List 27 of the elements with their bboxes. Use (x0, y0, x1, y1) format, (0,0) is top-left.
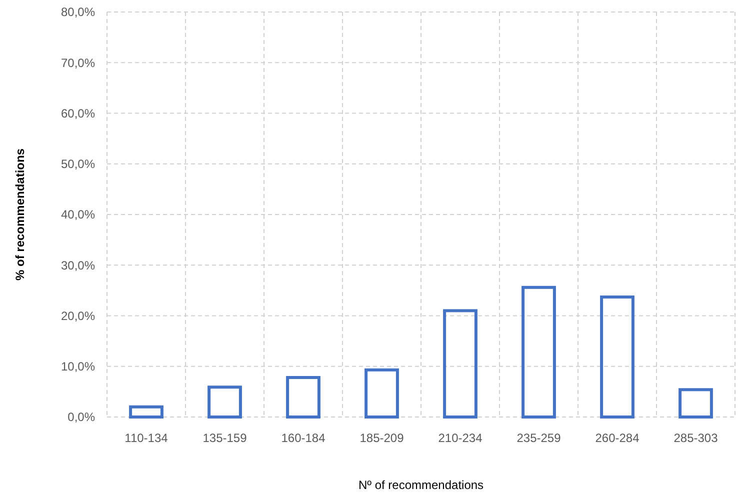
y-tick-label: 80,0% (60, 5, 96, 20)
y-tick-label: 20,0% (60, 308, 96, 323)
bar (364, 368, 399, 418)
x-tick-label: 185-209 (360, 431, 404, 445)
bar (443, 309, 478, 418)
x-tick-label: 135-159 (202, 431, 248, 445)
y-tick-label: 10,0% (60, 360, 96, 374)
x-tick-label: 210-234 (438, 431, 483, 445)
bar (678, 388, 713, 418)
x-tick-label: 285-303 (674, 431, 718, 445)
x-tick-label: 110-134 (124, 431, 168, 445)
bar (129, 405, 164, 418)
y-tick-label: 70,0% (60, 56, 96, 70)
bar (208, 386, 242, 418)
y-tick-label: 40,0% (60, 208, 96, 222)
bar (600, 296, 634, 418)
x-tick-label: 235-259 (516, 431, 562, 445)
bar (286, 376, 320, 418)
y-tick-label: 30,0% (60, 258, 96, 272)
bar (522, 286, 556, 418)
y-tick-label: 0,0% (68, 410, 96, 424)
y-axis-title: % of recommendations (13, 148, 27, 281)
x-tick-label: 160-184 (281, 431, 326, 445)
x-tick-label: 260-284 (595, 431, 640, 445)
y-tick-label: 50,0% (60, 157, 96, 172)
y-tick-label: 60,0% (60, 106, 96, 120)
x-axis-title: Nº of recommendations (358, 478, 484, 492)
